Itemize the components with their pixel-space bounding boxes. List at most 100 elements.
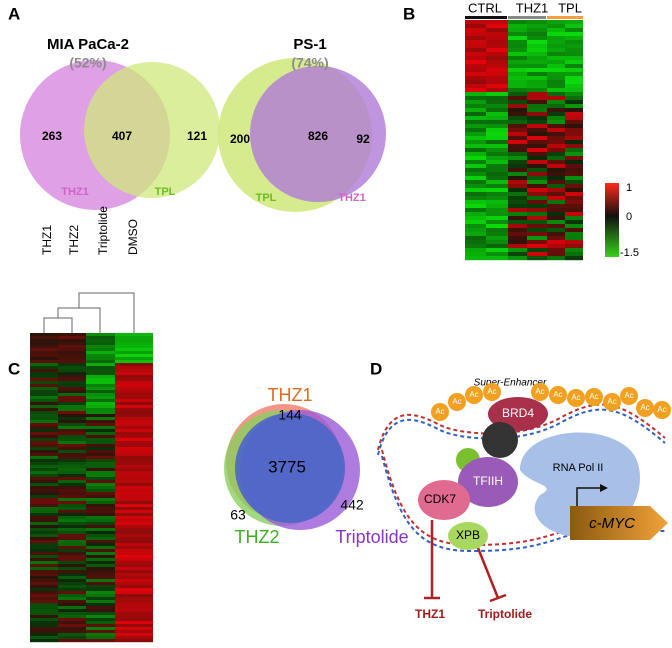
- heatmap-cell: [86, 453, 115, 457]
- heatmap-cell: [30, 528, 58, 532]
- heatmap-cell: [565, 104, 583, 109]
- heatmap-cell: [565, 84, 583, 89]
- heatmap-cell: [547, 176, 565, 181]
- heatmap-cell: [547, 228, 565, 233]
- heatmap-cell: [30, 450, 58, 454]
- heatmap-cell: [115, 552, 153, 556]
- heatmap-cell: [58, 618, 86, 622]
- colorbar: [605, 183, 619, 257]
- column-label: DMSO: [126, 219, 140, 255]
- heatmap-cell: [115, 486, 153, 490]
- heatmap-cell: [486, 48, 508, 53]
- acetyl-label: Ac: [571, 393, 580, 402]
- venn-set-label: THZ1: [338, 192, 366, 204]
- heatmap-cell: [565, 124, 583, 129]
- xpb: [448, 522, 488, 550]
- heatmap-cell: [30, 477, 58, 481]
- heatmap-cell: [115, 438, 153, 442]
- heatmap-cell: [30, 504, 58, 508]
- heatmap-cell: [30, 423, 58, 427]
- heatmap-cell: [30, 489, 58, 493]
- heatmap-cell: [58, 579, 86, 583]
- acetyl-circle: [448, 393, 466, 411]
- heatmap-cell: [547, 144, 565, 149]
- heatmap-cell: [115, 375, 153, 379]
- heatmap-cell: [30, 447, 58, 451]
- heatmap-cell: [547, 156, 565, 161]
- heatmap-cell: [565, 184, 583, 189]
- heatmap-cell: [547, 60, 565, 65]
- heatmap-cell: [565, 116, 583, 121]
- heatmap-cell: [565, 136, 583, 141]
- heatmap-cell: [86, 399, 115, 403]
- heatmap-cell: [527, 36, 547, 41]
- heatmap-cell: [527, 68, 547, 73]
- heatmap-cell: [115, 405, 153, 409]
- heatmap-cell: [465, 80, 486, 85]
- heatmap-cell: [465, 96, 486, 101]
- heatmap-cell: [465, 168, 486, 173]
- heatmap-cell: [565, 80, 583, 85]
- heatmap-cell: [30, 549, 58, 553]
- heatmap-cell: [465, 228, 486, 233]
- heatmap-cell: [30, 639, 58, 643]
- heatmap-cell: [86, 339, 115, 343]
- heatmap-cell: [115, 558, 153, 562]
- heatmap-cell: [565, 220, 583, 225]
- heatmap-cell: [547, 172, 565, 177]
- heatmap-cell: [58, 609, 86, 613]
- heatmap-cell: [30, 459, 58, 463]
- heatmap-cell: [30, 519, 58, 523]
- heatmap-cell: [30, 483, 58, 487]
- heatmap-cell: [527, 156, 547, 161]
- heatmap-cell: [508, 204, 527, 209]
- heatmap-cell: [465, 44, 486, 49]
- heatmap-cell: [508, 208, 527, 213]
- heatmap-cell: [115, 564, 153, 568]
- heatmap-cell: [486, 36, 508, 41]
- column-label: THZ2: [67, 225, 81, 255]
- heatmap-cell: [547, 136, 565, 141]
- heatmap-cell: [58, 606, 86, 610]
- heatmap-cell: [486, 200, 508, 205]
- heatmap-cell: [565, 228, 583, 233]
- heatmap-cell: [115, 537, 153, 541]
- heatmap-cell: [486, 140, 508, 145]
- heatmap-cell: [30, 390, 58, 394]
- heatmap-cell: [508, 248, 527, 253]
- heatmap-cell: [115, 468, 153, 472]
- heatmap-cell: [547, 232, 565, 237]
- heatmap: [465, 20, 583, 261]
- heatmap-cell: [547, 248, 565, 253]
- heatmap-cell: [465, 188, 486, 193]
- gene-box: [570, 506, 668, 540]
- heatmap-cell: [486, 164, 508, 169]
- heatmap-cell: [547, 56, 565, 61]
- heatmap-cell: [547, 112, 565, 117]
- heatmap-cell: [58, 426, 86, 430]
- heatmap-cell: [58, 501, 86, 505]
- acetyl-label: Ac: [469, 390, 478, 399]
- heatmap-cell: [30, 543, 58, 547]
- heatmap-cell: [58, 504, 86, 508]
- heatmap-cell: [86, 570, 115, 574]
- heatmap-cell: [508, 56, 527, 61]
- heatmap-cell: [565, 164, 583, 169]
- heatmap-cell: [565, 180, 583, 185]
- heatmap-cell: [86, 474, 115, 478]
- heatmap-cell: [86, 525, 115, 529]
- heatmap-cell: [86, 348, 115, 352]
- heatmap-cell: [508, 232, 527, 237]
- heatmap-cell: [527, 232, 547, 237]
- venn-count: 263: [42, 129, 62, 143]
- heatmap-cell: [465, 116, 486, 121]
- protein-label: RNA Pol II: [553, 462, 604, 474]
- heatmap-cell: [565, 200, 583, 205]
- heatmap-cell: [115, 543, 153, 547]
- heatmap-cell: [58, 474, 86, 478]
- heatmap-cell: [565, 56, 583, 61]
- heatmap-cell: [58, 408, 86, 412]
- heatmap-cell: [486, 60, 508, 65]
- heatmap-cell: [86, 564, 115, 568]
- heatmap-cell: [30, 381, 58, 385]
